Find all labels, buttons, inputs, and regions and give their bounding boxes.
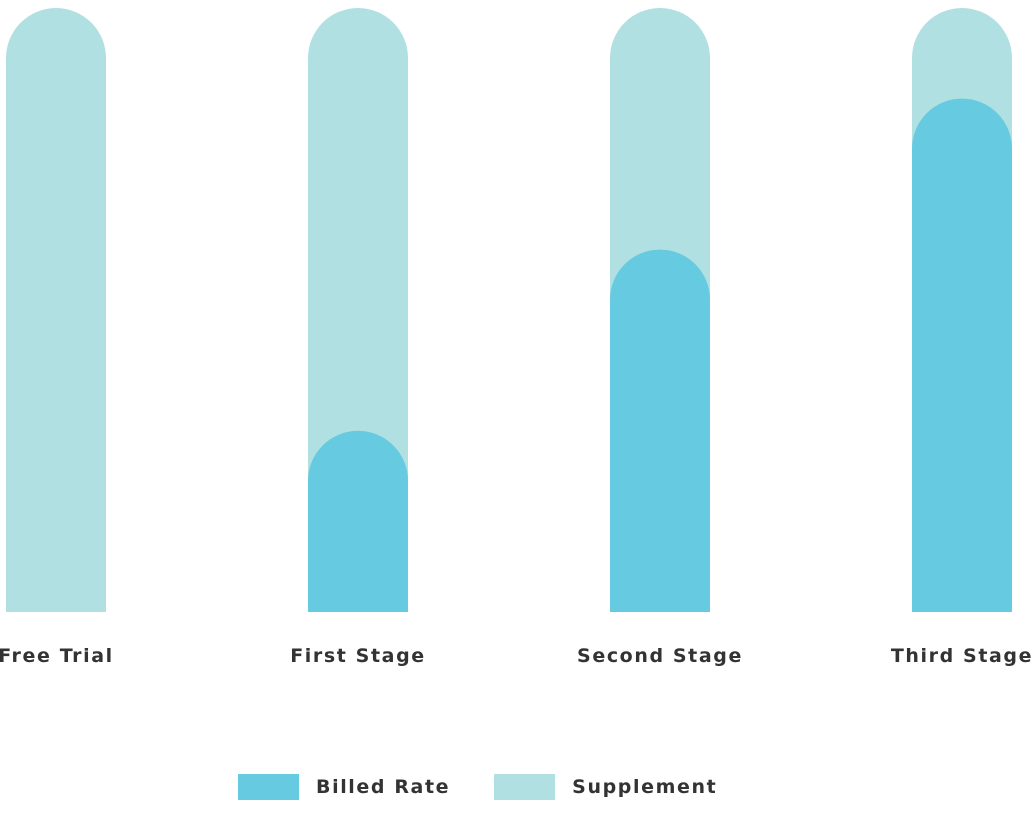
legend-item-supplement: Supplement [494, 774, 717, 800]
category-label-second-stage: Second Stage [577, 645, 743, 667]
bar-billed-rate-first-stage [308, 430, 408, 612]
category-label-third-stage: Third Stage [891, 645, 1032, 667]
legend: Billed Rate Supplement [238, 774, 761, 800]
bar-billed-rate-third-stage [912, 98, 1012, 613]
category-label-free-trial: Free Trial [0, 645, 114, 667]
legend-swatch-billed-rate [238, 774, 299, 800]
category-label-first-stage: First Stage [290, 645, 426, 667]
legend-item-billed-rate: Billed Rate [238, 774, 450, 800]
bar-billed-rate-second-stage [610, 249, 710, 612]
bar-supplement-free-trial [6, 8, 106, 612]
legend-swatch-supplement [494, 774, 556, 800]
legend-label-billed-rate: Billed Rate [316, 776, 451, 798]
legend-label-supplement: Supplement [572, 776, 718, 798]
